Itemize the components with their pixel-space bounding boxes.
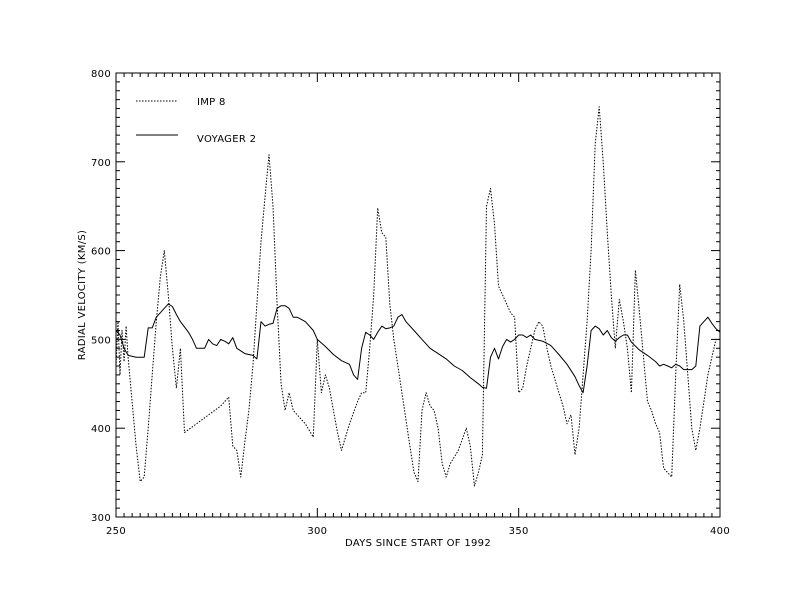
series-line-voyager-2	[115, 303, 721, 394]
y-axis-label: RADIAL VELOCITY (KM/S)	[77, 230, 88, 361]
x-axis-label: DAYS SINCE START OF 1992	[345, 538, 491, 549]
x-tick-label: 300	[307, 526, 327, 537]
y-tick-label: 700	[91, 158, 111, 169]
y-tick-label: 600	[91, 247, 111, 258]
x-tick-label: 400	[710, 526, 730, 537]
y-tick-label: 800	[91, 69, 111, 80]
legend-label-voyager2: VOYAGER 2	[197, 134, 256, 145]
x-tick-label: 350	[509, 526, 529, 537]
y-tick-label: 500	[91, 335, 111, 346]
axis-tick-labels: 250 300 350 400 300 400 500 600 700 800	[91, 69, 730, 537]
y-tick-label: 400	[91, 424, 111, 435]
legend-label-imp8: IMP 8	[197, 97, 226, 108]
legend: IMP 8 VOYAGER 2	[136, 97, 256, 145]
series-line-imp-8	[115, 106, 720, 487]
series-lines	[115, 106, 721, 487]
y-tick-label: 300	[91, 513, 111, 524]
x-tick-label: 250	[106, 526, 126, 537]
axis-ticks	[115, 72, 721, 518]
